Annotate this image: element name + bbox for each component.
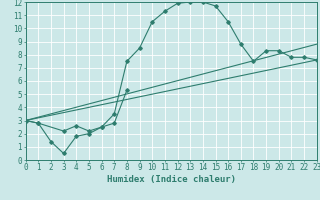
X-axis label: Humidex (Indice chaleur): Humidex (Indice chaleur) (107, 175, 236, 184)
